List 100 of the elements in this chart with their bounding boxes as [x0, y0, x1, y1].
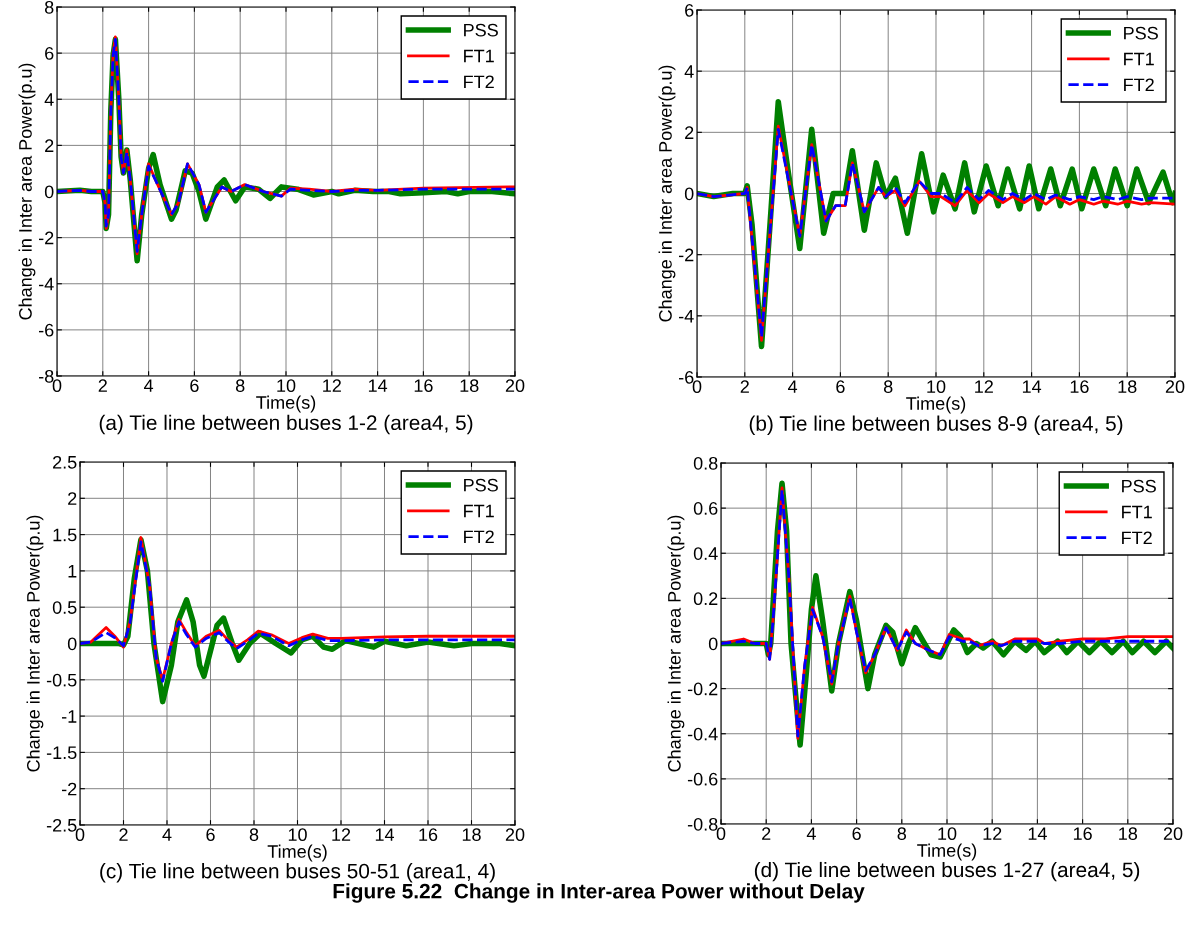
- y-tick-label: 0.2: [693, 592, 718, 606]
- y-tick-label: 4: [44, 93, 54, 106]
- y-tick-label: 1.5: [53, 528, 77, 542]
- y-tick-label: 0: [44, 185, 54, 199]
- x-tick-label: 8: [883, 380, 893, 394]
- x-tick-label: 12: [975, 380, 993, 393]
- x-tick-label: 16: [1073, 827, 1092, 841]
- x-tick-label: 20: [505, 379, 525, 393]
- text: (d) Tie line between buses 1-27 (area4, 5): [754, 861, 1140, 882]
- x-tick-label: 10: [927, 380, 946, 394]
- y-tick-label: 6: [685, 3, 694, 17]
- legend-label: FT1: [1122, 505, 1152, 519]
- x-axis-title: Time(s): [917, 843, 977, 861]
- legend-label: PSS: [1124, 26, 1158, 40]
- x-tick-label: 6: [206, 828, 215, 842]
- x-axis-title: Time(s): [906, 396, 966, 414]
- y-tick-label: -2: [38, 231, 54, 245]
- legend-label: PSS: [1122, 479, 1156, 493]
- x-tick-label: 16: [1070, 380, 1089, 394]
- legend-label: FT1: [464, 49, 494, 63]
- y-tick-label: -1: [61, 710, 77, 723]
- legend-label: PSS: [464, 23, 498, 37]
- y-tick-label: -0.5: [46, 673, 77, 687]
- legend-label: FT2: [464, 530, 494, 544]
- x-tick-label: 18: [462, 828, 481, 842]
- x-tick-label: 6: [190, 379, 199, 393]
- x-tick-label: 20: [1165, 380, 1185, 394]
- x-tick-label: 8: [235, 379, 245, 393]
- text: (c) Tie line between buses 50-51 (area1, 4): [100, 863, 495, 883]
- y-tick-label: -4: [38, 277, 54, 291]
- x-tick-label: 2: [98, 379, 107, 392]
- y-tick-label: -0.2: [687, 682, 718, 696]
- y-tick-label: -2: [678, 248, 694, 262]
- y-tick-label: -2: [61, 782, 77, 796]
- legend-label: FT1: [464, 504, 494, 518]
- x-tick-label: 6: [836, 380, 845, 394]
- x-tick-label: 2: [119, 828, 128, 841]
- y-tick-label: 2.5: [53, 455, 77, 469]
- y-tick-label: -4: [678, 309, 694, 323]
- x-tick-label: 4: [162, 828, 172, 841]
- y-tick-label: -6: [38, 323, 54, 337]
- x-tick-label: 18: [1118, 380, 1137, 394]
- y-tick-label: 2: [68, 492, 77, 505]
- y-tick-label: -0.8: [687, 817, 718, 831]
- y-tick-label: 0: [708, 637, 718, 651]
- x-tick-label: 4: [143, 379, 154, 392]
- y-tick-label: -6: [678, 370, 694, 384]
- x-tick-label: 10: [277, 379, 296, 393]
- y-tick-label: 0.5: [52, 601, 77, 614]
- x-tick-label: 12: [983, 827, 1002, 840]
- y-tick-label: 2: [685, 126, 694, 139]
- x-tick-label: 10: [288, 828, 307, 842]
- legend-label: FT1: [1124, 52, 1154, 66]
- x-tick-label: 20: [1163, 827, 1183, 841]
- x-tick-label: 14: [1022, 380, 1042, 393]
- x-tick-label: 8: [897, 827, 907, 841]
- x-tick-label: 12: [332, 828, 351, 841]
- x-tick-label: 18: [1119, 827, 1138, 841]
- x-tick-label: 4: [787, 380, 798, 393]
- y-tick-label: 1: [68, 565, 77, 578]
- x-tick-label: 20: [505, 828, 525, 842]
- y-axis-title: Change in Inter area Power(p.u): [667, 515, 685, 772]
- text: (b) Tie line between buses 8-9 (area4, 5): [749, 415, 1123, 435]
- x-tick-label: 14: [1028, 827, 1047, 840]
- x-axis-title: Time(s): [256, 395, 316, 413]
- y-axis-title: Change in Inter area Power(p.u): [658, 65, 676, 322]
- x-axis-title: Time(s): [267, 844, 327, 862]
- y-tick-label: 0.4: [693, 547, 718, 560]
- y-tick-label: 0: [67, 637, 77, 651]
- y-tick-label: 0: [684, 187, 694, 201]
- x-tick-label: 2: [762, 827, 771, 840]
- y-tick-label: -0.4: [687, 727, 718, 741]
- legend-label: FT2: [1124, 78, 1154, 92]
- legend-label: FT2: [1122, 531, 1152, 545]
- x-tick-label: 8: [249, 828, 259, 842]
- y-axis-title: Change in Inter area Power(p.u): [26, 515, 44, 772]
- x-tick-label: 16: [419, 828, 438, 842]
- y-tick-label: 6: [45, 47, 54, 60]
- x-tick-label: 2: [740, 380, 749, 393]
- x-tick-label: 6: [852, 827, 861, 841]
- y-tick-label: 2: [45, 139, 54, 152]
- y-tick-label: 0.8: [693, 456, 718, 470]
- y-tick-label: -0.6: [687, 772, 718, 786]
- caption: Figure 5.22 Change in Inter-area Power without Delay: [333, 883, 865, 903]
- x-tick-label: 14: [375, 828, 395, 841]
- y-tick-label: 4: [684, 65, 694, 78]
- x-tick-label: 14: [368, 379, 388, 392]
- x-tick-label: 12: [323, 379, 341, 392]
- y-axis-title: Change in Inter area Power(p.u): [18, 63, 36, 320]
- y-tick-label: -8: [38, 369, 54, 383]
- y-tick-label: 0.6: [693, 502, 718, 515]
- x-tick-label: 18: [460, 379, 479, 393]
- y-tick-label: 8: [44, 0, 54, 14]
- x-tick-label: 10: [938, 827, 957, 841]
- x-tick-label: 4: [806, 827, 816, 840]
- text: (a) Tie line between buses 1-2 (area4, 5): [99, 414, 473, 435]
- y-tick-label: -1.5: [46, 746, 77, 760]
- y-tick-label: -2.5: [46, 818, 77, 832]
- legend-label: FT2: [464, 75, 494, 89]
- x-tick-label: 16: [414, 379, 433, 393]
